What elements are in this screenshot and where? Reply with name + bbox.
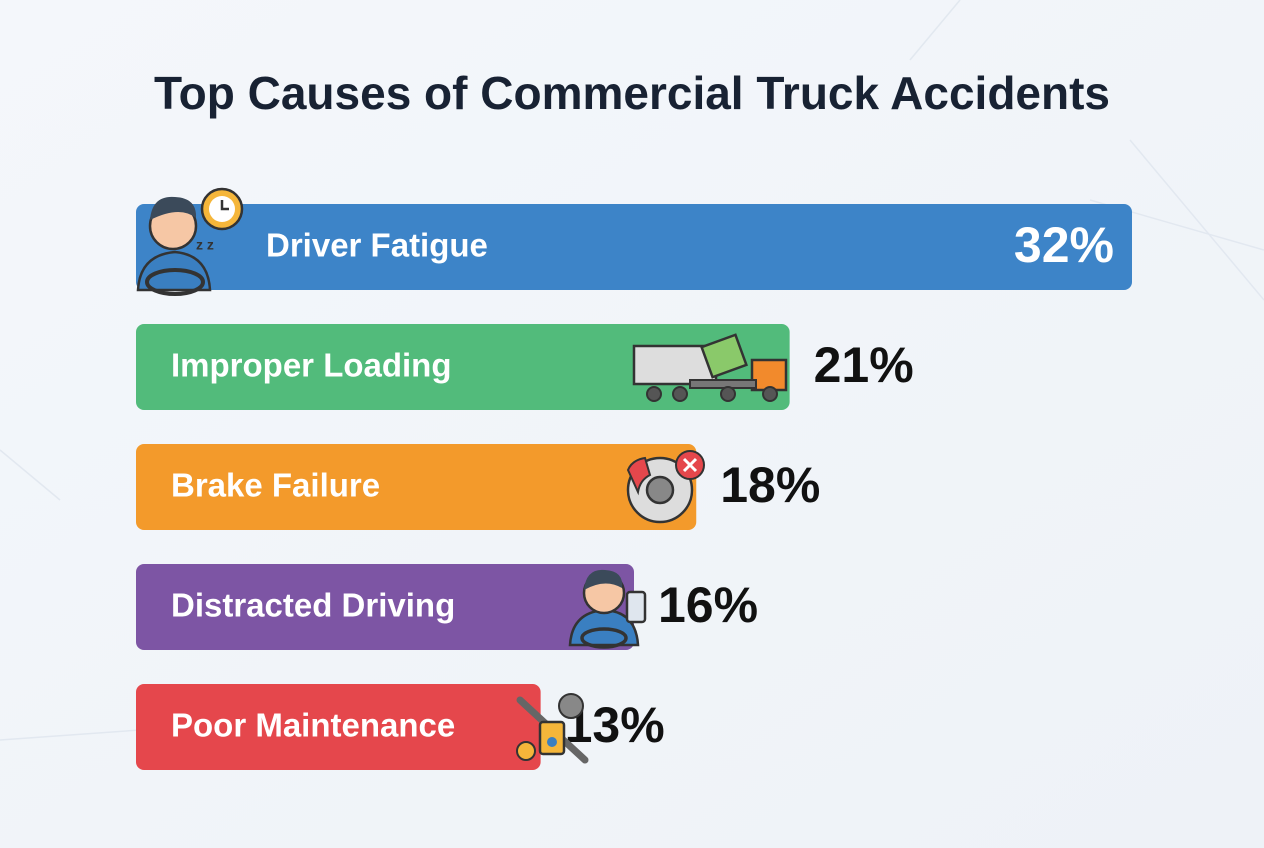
chart-title: Top Causes of Commercial Truck Accidents xyxy=(154,67,1110,119)
category-label: Brake Failure xyxy=(171,467,380,504)
category-label: Driver Fatigue xyxy=(266,227,488,264)
bar xyxy=(136,324,790,410)
svg-text:z z: z z xyxy=(196,237,214,253)
category-label: Distracted Driving xyxy=(171,587,455,624)
bars: Driver Fatigue 32% Improper Loading 21% Brak… xyxy=(136,204,1132,770)
bar xyxy=(136,564,634,650)
value-label: 32% xyxy=(1014,217,1114,273)
phone-driver-icon xyxy=(568,569,647,649)
value-label: 18% xyxy=(720,457,820,513)
truck-icon xyxy=(632,333,788,402)
icons: z z xyxy=(136,187,788,764)
bar xyxy=(136,684,541,770)
category-label: Poor Maintenance xyxy=(171,707,455,744)
bar xyxy=(136,204,1132,290)
maintenance-icon xyxy=(516,693,589,764)
fatigue-icon: z z xyxy=(136,187,244,296)
brake-icon xyxy=(626,450,705,524)
value-label: 21% xyxy=(814,337,914,393)
bar xyxy=(136,444,697,530)
category-label: Improper Loading xyxy=(171,347,452,384)
value-label: 16% xyxy=(658,577,758,633)
